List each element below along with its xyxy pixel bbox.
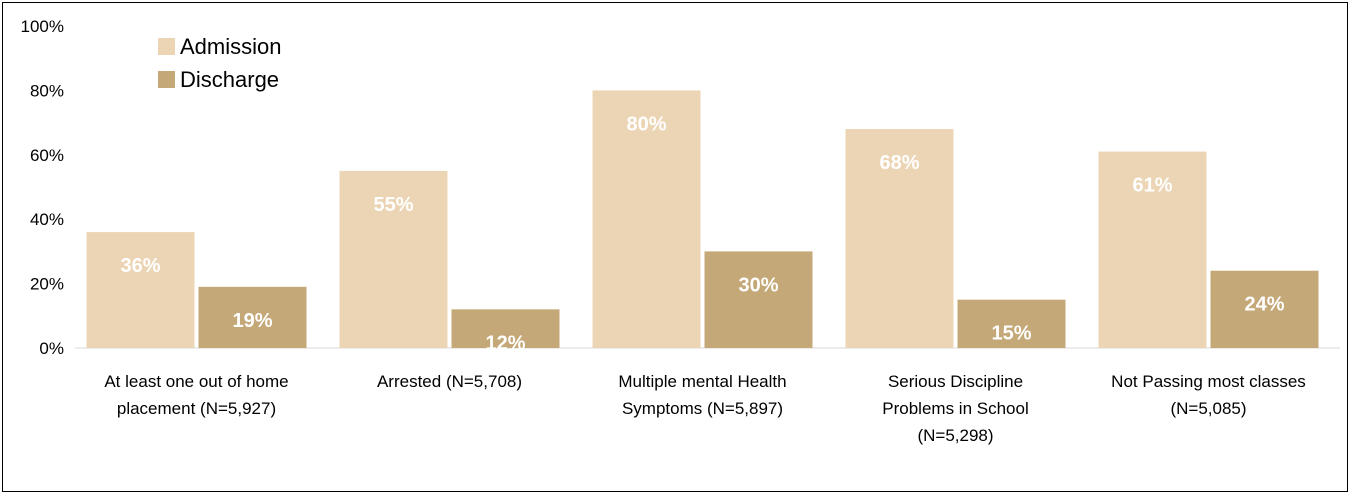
discharge-bar [957, 299, 1066, 348]
discharge-data-label: 30% [738, 274, 778, 296]
x-category-label-line: Serious Discipline [888, 372, 1023, 391]
y-tick-label: 40% [30, 210, 64, 229]
legend-swatch-admission [158, 38, 175, 55]
legend-label-admission: Admission [180, 34, 281, 59]
admission-data-label: 55% [373, 194, 413, 216]
admission-bar [1098, 151, 1207, 348]
discharge-bar [198, 286, 307, 348]
x-category-label-line: Symptoms (N=5,897) [622, 399, 783, 418]
x-category-label-line: Problems in School [882, 399, 1028, 418]
admission-bar [592, 90, 701, 349]
admission-data-label: 68% [879, 152, 919, 174]
discharge-data-label: 15% [991, 323, 1031, 345]
legend-swatch-discharge [158, 71, 175, 88]
y-tick-label: 0% [39, 339, 64, 358]
discharge-bar [704, 251, 813, 348]
discharge-data-label: 12% [485, 332, 525, 354]
y-tick-label: 20% [30, 275, 64, 294]
discharge-data-label: 19% [232, 310, 272, 332]
admission-bar [339, 170, 448, 348]
x-category-label-line: At least one out of home [104, 372, 288, 391]
y-tick-label: 100% [21, 17, 64, 36]
admission-bar [86, 232, 195, 348]
x-category-label-line: Arrested (N=5,708) [377, 372, 522, 391]
x-category-label-line: placement (N=5,927) [117, 399, 276, 418]
discharge-bar [451, 309, 560, 348]
admission-bar [845, 129, 954, 348]
x-category-label: Not Passing most classes (N=5,085) [1111, 372, 1306, 418]
admission-data-label: 61% [1132, 175, 1172, 197]
x-category-label: Multiple mental Health Symptoms (N=5,897) [618, 372, 786, 418]
x-category-label-line: Multiple mental Health [618, 372, 786, 391]
x-category-label: Serious Discipline Problems in School (N=5… [882, 372, 1028, 445]
x-category-label-line: (N=5,085) [1170, 399, 1246, 418]
y-tick-label: 60% [30, 146, 64, 165]
discharge-bar [1210, 270, 1319, 348]
x-category-label-line: (N=5,298) [917, 426, 993, 445]
discharge-data-label: 24% [1244, 294, 1284, 316]
x-category-label: Arrested (N=5,708) [377, 372, 522, 391]
y-tick-label: 80% [30, 81, 64, 100]
x-category-label: At least one out of home placement (N=5,9… [104, 372, 288, 418]
legend-label-discharge: Discharge [180, 67, 279, 92]
x-category-label-line: Not Passing most classes [1111, 372, 1306, 391]
admission-data-label: 36% [120, 255, 160, 277]
admission-data-label: 80% [626, 113, 666, 135]
